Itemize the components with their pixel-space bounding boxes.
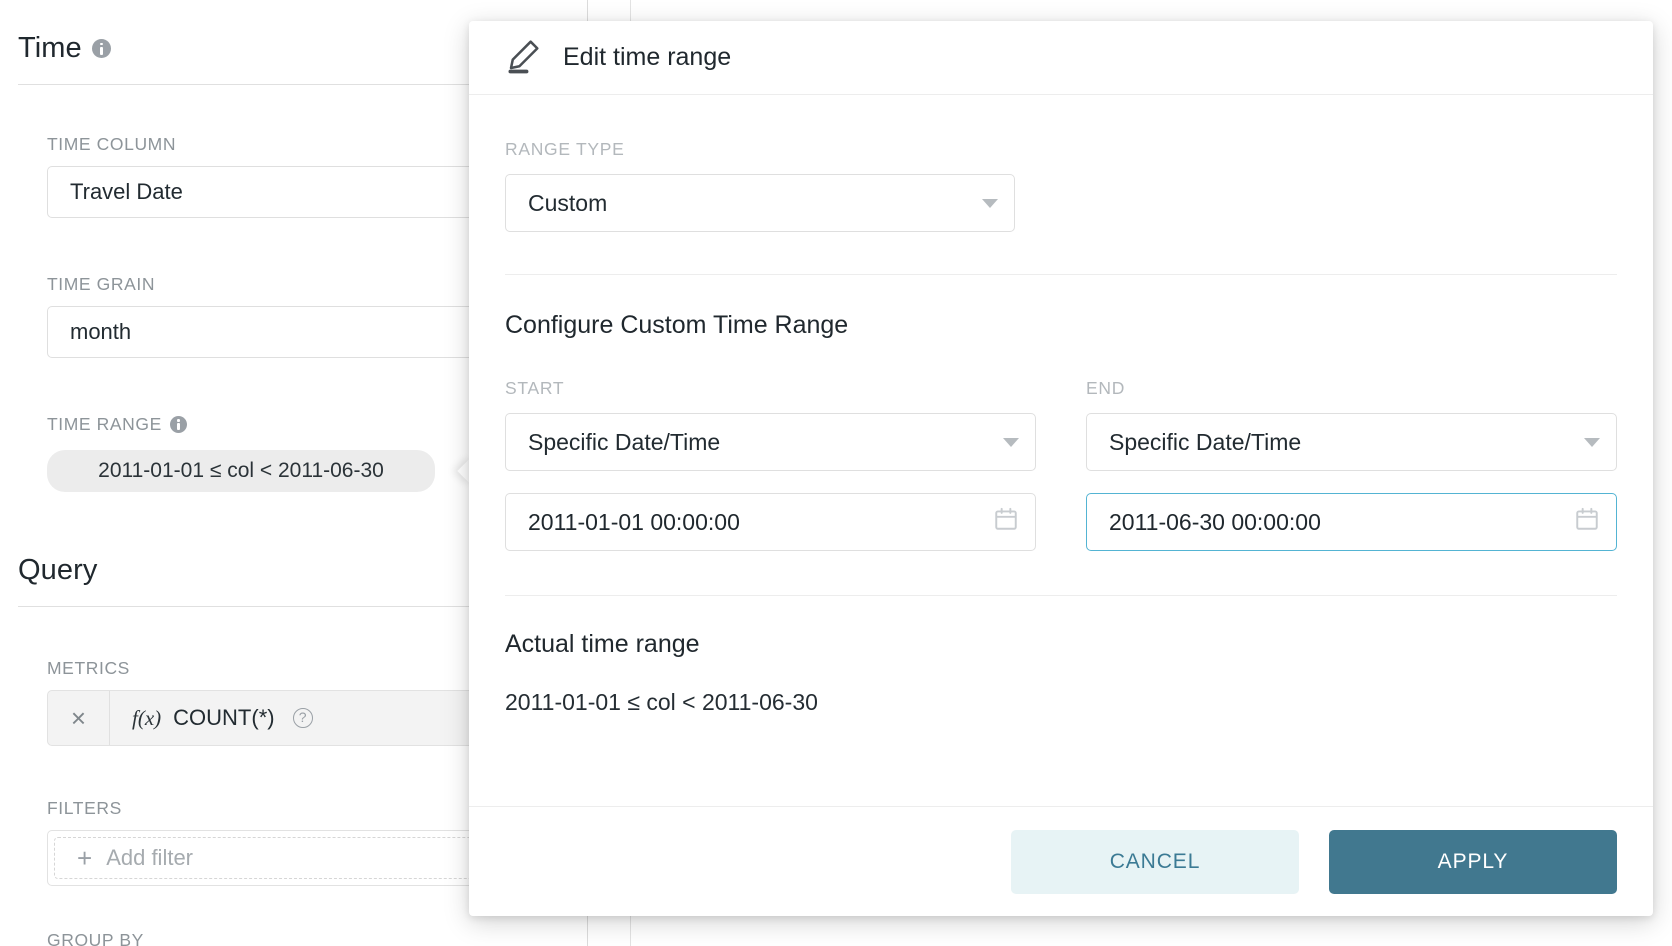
start-column: START Specific Date/Time 2011-01-01 00:0… — [505, 378, 1036, 551]
section-divider-2 — [505, 595, 1617, 596]
chevron-down-icon — [1003, 437, 1019, 447]
modal-header: Edit time range — [469, 21, 1653, 95]
start-datetime-input[interactable]: 2011-01-01 00:00:00 — [505, 493, 1036, 551]
query-section-divider — [18, 606, 626, 607]
plus-icon: + — [77, 843, 93, 873]
time-column-value: Travel Date — [70, 179, 183, 204]
info-icon[interactable] — [91, 39, 111, 58]
end-datetime-value: 2011-06-30 00:00:00 — [1109, 508, 1321, 535]
time-range-label-text: TIME RANGE — [47, 414, 162, 434]
time-range-label: TIME RANGE — [47, 414, 187, 435]
pencil-icon — [505, 36, 543, 79]
time-range-pill[interactable]: 2011-01-01 ≤ col < 2011-06-30 — [47, 450, 435, 492]
start-mode-value: Specific Date/Time — [528, 428, 721, 455]
start-label: START — [505, 378, 565, 398]
actual-range-value: 2011-01-01 ≤ col < 2011-06-30 — [505, 689, 818, 715]
filters-label: FILTERS — [47, 798, 122, 818]
query-section-header: Query — [18, 554, 97, 587]
configure-heading: Configure Custom Time Range — [505, 311, 849, 339]
end-label: END — [1086, 378, 1126, 398]
time-section-divider — [18, 84, 626, 85]
actual-range-heading: Actual time range — [505, 630, 700, 658]
start-mode-select[interactable]: Specific Date/Time — [505, 413, 1036, 471]
calendar-icon[interactable] — [993, 506, 1019, 538]
modal-body: RANGE TYPE Custom Configure Custom Time … — [469, 95, 1653, 716]
section-divider-1 — [505, 274, 1617, 275]
chevron-down-icon — [982, 198, 998, 208]
info-icon[interactable] — [169, 416, 187, 433]
time-column-label: TIME COLUMN — [47, 134, 177, 154]
cancel-button[interactable]: CANCEL — [1011, 829, 1299, 894]
help-icon[interactable]: ? — [292, 708, 313, 728]
query-section-title: Query — [18, 554, 98, 586]
start-datetime-value: 2011-01-01 00:00:00 — [528, 508, 740, 535]
chevron-down-icon — [1584, 437, 1600, 447]
metric-body: f(x) COUNT(*) ? — [110, 705, 313, 731]
end-datetime-input[interactable]: 2011-06-30 00:00:00 — [1086, 493, 1617, 551]
calendar-icon[interactable] — [1574, 506, 1600, 538]
apply-button[interactable]: APPLY — [1329, 829, 1617, 894]
time-grain-value: month — [70, 319, 132, 344]
add-filter-button[interactable]: + Add filter — [54, 837, 630, 879]
edit-time-range-modal: Edit time range RANGE TYPE Custom Config… — [469, 21, 1653, 916]
end-mode-select[interactable]: Specific Date/Time — [1086, 413, 1617, 471]
time-grain-label: TIME GRAIN — [47, 274, 156, 294]
time-range-value: 2011-01-01 ≤ col < 2011-06-30 — [98, 459, 384, 482]
metrics-label: METRICS — [47, 658, 130, 678]
remove-metric-icon[interactable]: × — [48, 691, 110, 745]
range-type-value: Custom — [528, 189, 608, 216]
add-filter-label: Add filter — [106, 845, 194, 870]
start-end-columns: START Specific Date/Time 2011-01-01 00:0… — [505, 378, 1617, 551]
metric-value: COUNT(*) — [173, 705, 275, 730]
modal-title: Edit time range — [563, 43, 732, 71]
range-type-label: RANGE TYPE — [505, 139, 625, 159]
time-section-title: Time — [18, 32, 82, 64]
group-by-label: GROUP BY — [47, 930, 144, 946]
end-mode-value: Specific Date/Time — [1109, 428, 1302, 455]
end-column: END Specific Date/Time 2011-06-30 00:00:… — [1086, 378, 1617, 551]
function-icon: f(x) — [132, 705, 162, 730]
range-type-select[interactable]: Custom — [505, 174, 1015, 232]
modal-footer: CANCEL APPLY — [469, 806, 1653, 916]
time-section-header: Time — [18, 32, 111, 65]
